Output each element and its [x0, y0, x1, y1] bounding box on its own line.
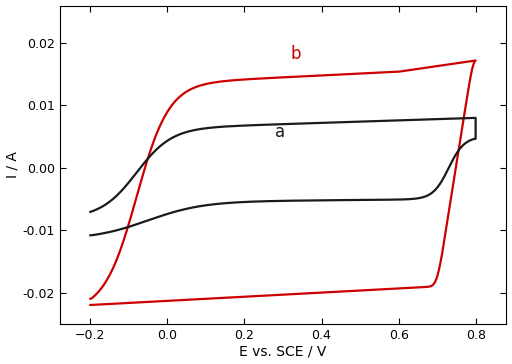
X-axis label: E vs. SCE / V: E vs. SCE / V — [239, 344, 327, 359]
Y-axis label: I / A: I / A — [6, 151, 19, 178]
Text: b: b — [291, 45, 301, 63]
Text: a: a — [275, 123, 285, 141]
